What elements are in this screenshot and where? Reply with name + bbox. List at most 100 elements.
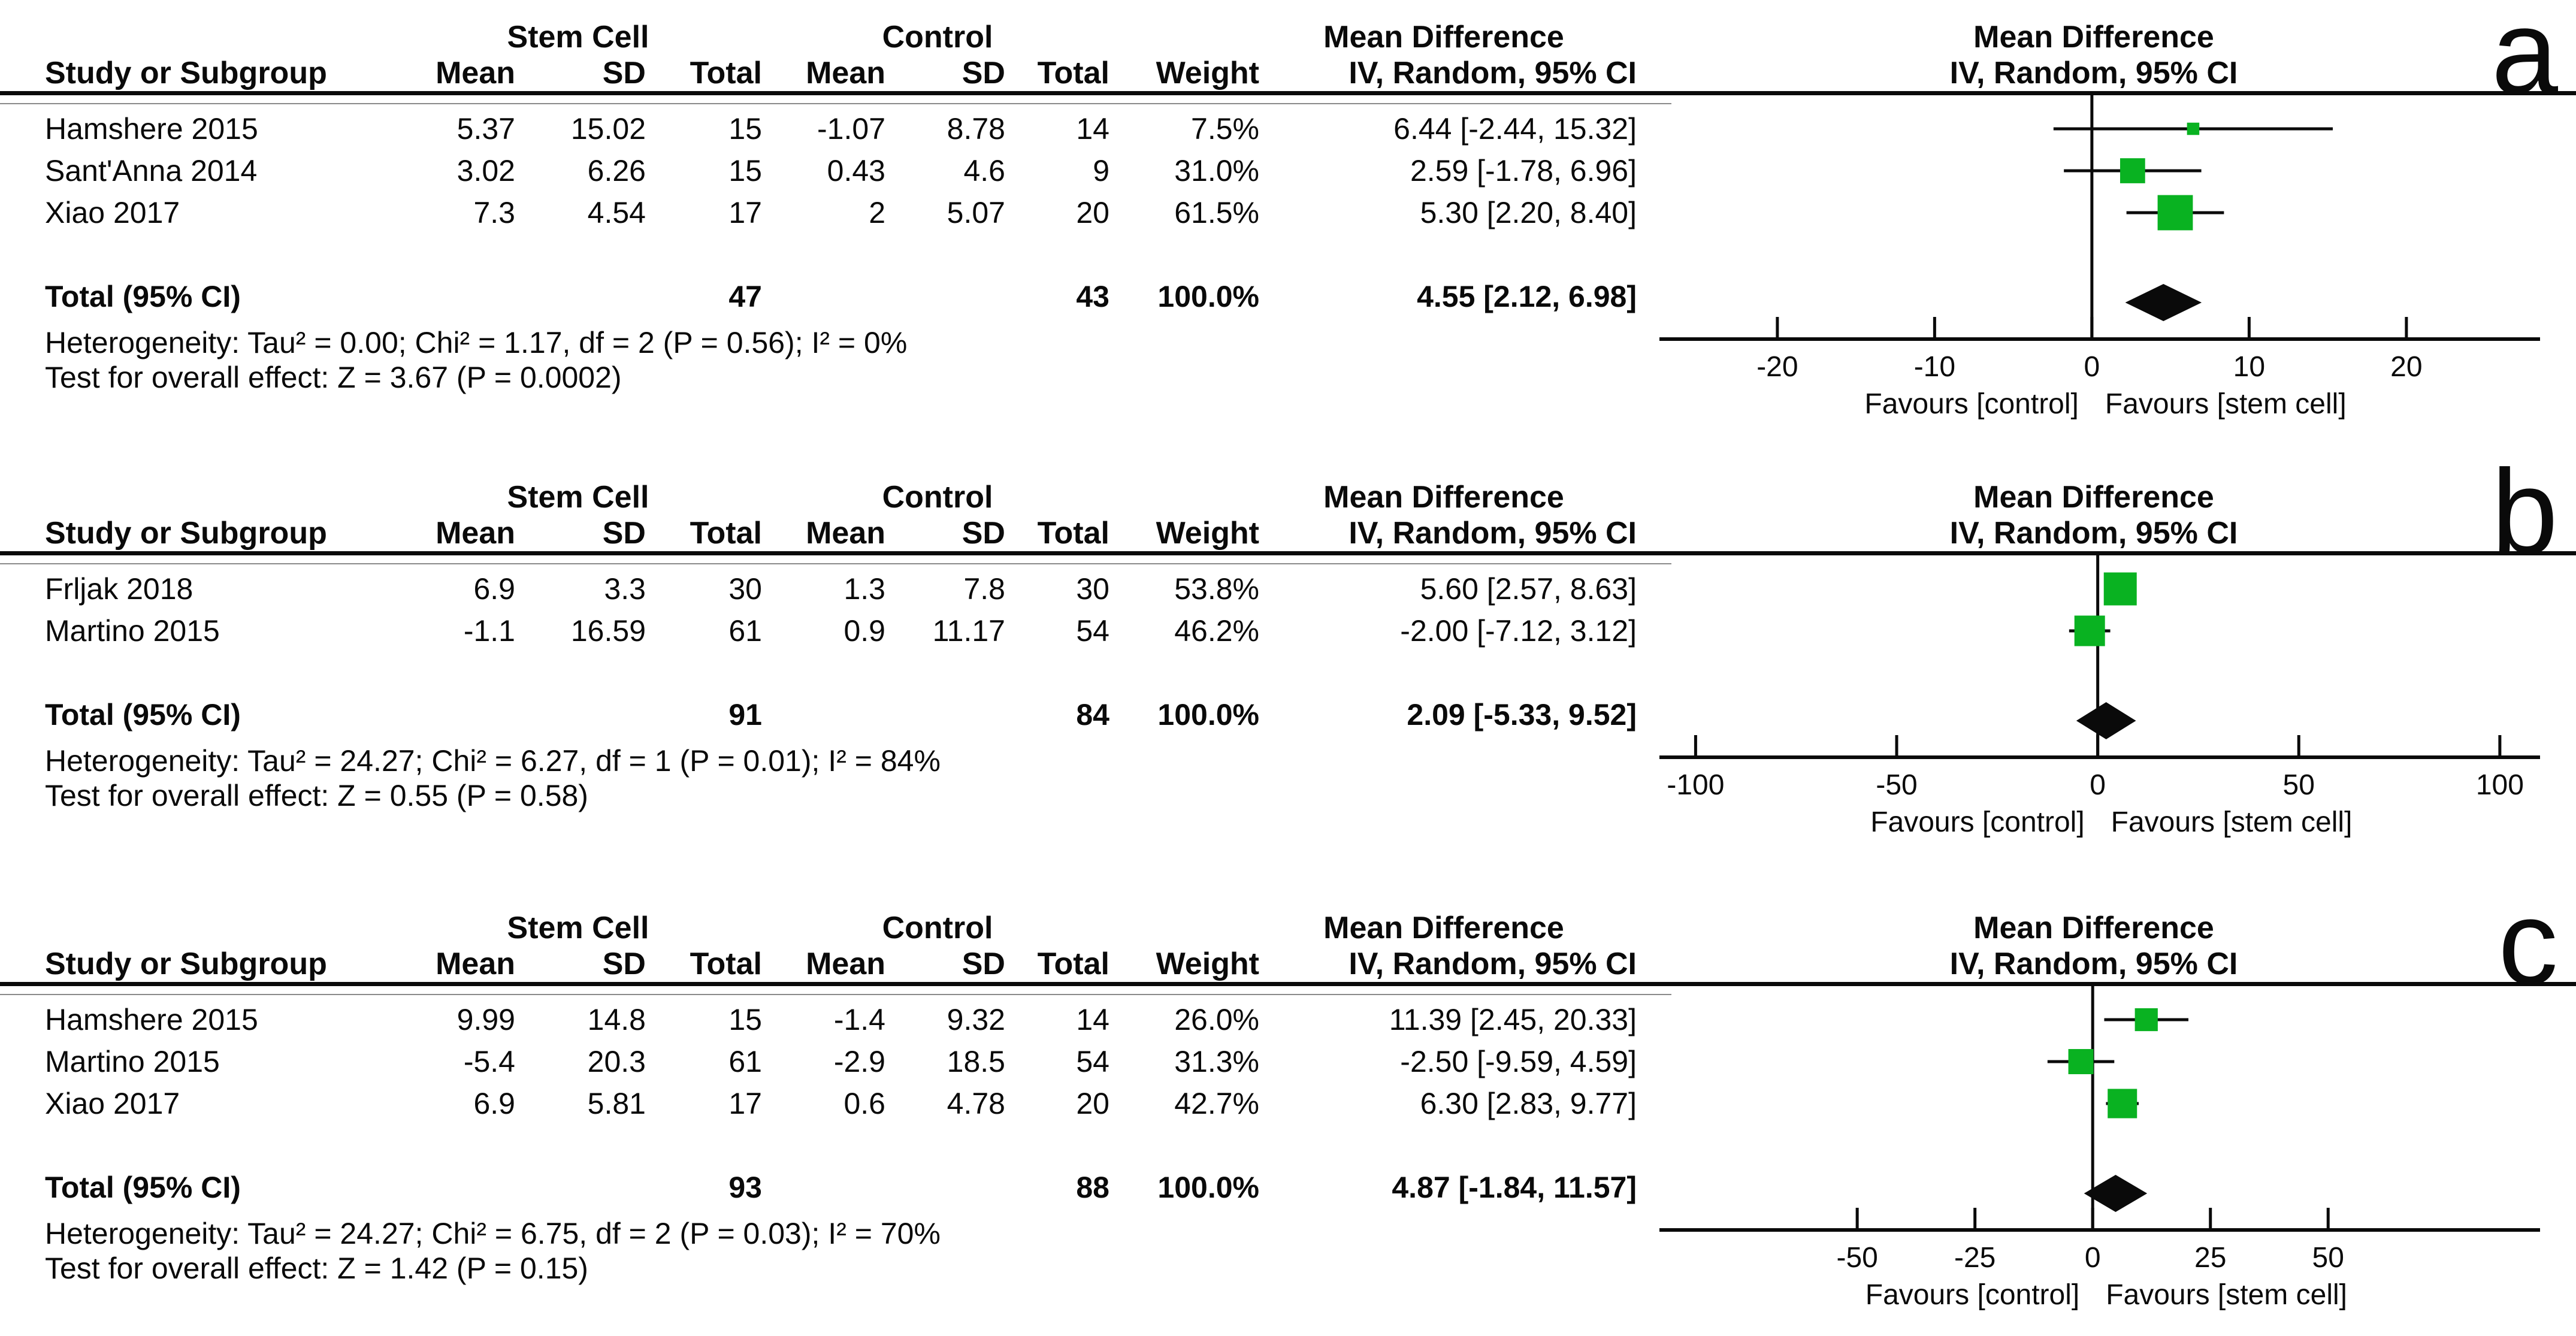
- col-header-c-sd: SD: [962, 947, 1005, 981]
- cell-sc-mean: -1.1: [463, 614, 515, 648]
- cell-c-total: 30: [1076, 572, 1109, 606]
- plot-header-method-ci: IV, Random, 95% CI: [1949, 947, 2238, 981]
- x-axis: [1659, 755, 2540, 759]
- ci-whisker: [2126, 211, 2224, 214]
- axis-tick-label: -100: [1667, 769, 1725, 801]
- axis-tick: [2090, 317, 2094, 337]
- cell-md-ci: -2.50 [-9.59, 4.59]: [1400, 1045, 1637, 1078]
- cell-weight: 31.0%: [1174, 154, 1259, 188]
- cell-sc-mean: 3.02: [456, 154, 515, 188]
- header-rule-thin: [0, 563, 1671, 564]
- axis-tick-label: 50: [2312, 1242, 2344, 1274]
- axis-tick: [1933, 317, 1936, 337]
- heterogeneity-line: Heterogeneity: Tau² = 0.00; Chi² = 1.17,…: [45, 326, 908, 359]
- cell-md-ci: 11.39 [2.45, 20.33]: [1389, 1003, 1637, 1036]
- cell-sc-sd: 3.3: [604, 572, 646, 606]
- cell-c-mean: 2: [869, 196, 885, 229]
- header-rule-thin: [0, 994, 1671, 995]
- summary-diamond: [2076, 702, 2136, 739]
- cell-sc-mean: 6.9: [473, 1087, 515, 1120]
- axis-tick: [2247, 317, 2251, 337]
- overall-effect-line: Test for overall effect: Z = 1.42 (P = 0…: [45, 1252, 588, 1285]
- zero-line: [2091, 986, 2094, 1228]
- axis-tick-label: 25: [2194, 1242, 2227, 1274]
- cell-c-mean: -2.9: [833, 1045, 885, 1078]
- axis-tick: [2405, 317, 2408, 337]
- col-header-sc-mean: Mean: [436, 516, 515, 551]
- favours-control-label: Favours [control]: [1864, 388, 2079, 420]
- axis-tick: [2498, 735, 2502, 755]
- total-weight: 100.0%: [1157, 280, 1259, 313]
- study-name: Frljak 2018: [45, 572, 193, 606]
- col-header-sc-total: Total: [690, 56, 762, 90]
- cell-c-total: 14: [1076, 112, 1109, 146]
- cell-weight: 61.5%: [1174, 196, 1259, 229]
- panel-label: c: [2498, 876, 2558, 1009]
- col-header-c-total: Total: [1037, 516, 1109, 551]
- study-name: Xiao 2017: [45, 1087, 180, 1120]
- study-name: Martino 2015: [45, 1045, 220, 1078]
- favours-control-label: Favours [control]: [1865, 1279, 2080, 1311]
- cell-c-sd: 7.8: [963, 572, 1005, 606]
- cell-weight: 42.7%: [1174, 1087, 1259, 1120]
- cell-c-sd: 4.78: [947, 1087, 1005, 1120]
- cell-c-total: 20: [1076, 196, 1109, 229]
- col-header-method-ci: IV, Random, 95% CI: [1349, 56, 1637, 90]
- col-header-study: Study or Subgroup: [45, 56, 327, 90]
- panel-label: b: [2491, 445, 2558, 579]
- cell-sc-total: 17: [728, 1087, 762, 1120]
- col-header-c-total: Total: [1037, 56, 1109, 90]
- cell-sc-sd: 14.8: [587, 1003, 646, 1036]
- panel-c: Stem Cell Control Mean Difference Mean Diff…: [0, 883, 2576, 1336]
- cell-sc-mean: 6.9: [473, 572, 515, 606]
- zero-line: [2090, 95, 2094, 337]
- group-header-stem-cell: Stem Cell: [507, 911, 649, 945]
- cell-sc-mean: -5.4: [463, 1045, 515, 1078]
- axis-tick: [1895, 735, 1898, 755]
- cell-c-total: 54: [1076, 1045, 1109, 1078]
- axis-tick: [2096, 735, 2100, 755]
- cell-c-total: 14: [1076, 1003, 1109, 1036]
- cell-sc-mean: 7.3: [473, 196, 515, 229]
- cell-c-sd: 4.6: [963, 154, 1005, 188]
- cell-c-total: 54: [1076, 614, 1109, 648]
- cell-c-mean: -1.4: [833, 1003, 885, 1036]
- cell-md-ci: 5.30 [2.20, 8.40]: [1420, 196, 1637, 229]
- panel-b: Stem Cell Control Mean Difference Mean Diff…: [0, 445, 2576, 890]
- cell-sc-sd: 5.81: [587, 1087, 646, 1120]
- total-weight: 100.0%: [1157, 698, 1259, 732]
- total-c-total: 43: [1076, 280, 1109, 313]
- plot-header-mean-difference: Mean Difference: [1973, 20, 2214, 55]
- cell-c-total: 20: [1076, 1087, 1109, 1120]
- heterogeneity-line: Heterogeneity: Tau² = 24.27; Chi² = 6.75…: [45, 1217, 941, 1250]
- col-header-sc-mean: Mean: [436, 947, 515, 981]
- total-md-ci: 4.87 [-1.84, 11.57]: [1392, 1171, 1637, 1204]
- plot-header-method-ci: IV, Random, 95% CI: [1949, 56, 2238, 90]
- total-sc-total: 91: [728, 698, 762, 732]
- ci-whisker: [2047, 1060, 2115, 1063]
- col-header-method-ci: IV, Random, 95% CI: [1349, 947, 1637, 981]
- study-name: Hamshere 2015: [45, 1003, 258, 1036]
- cell-c-sd: 11.17: [932, 614, 1005, 648]
- favours-stem-cell-label: Favours [stem cell]: [2111, 806, 2353, 838]
- header-rule-thin: [0, 103, 1671, 104]
- axis-tick: [1855, 1208, 1859, 1228]
- study-name: Hamshere 2015: [45, 112, 258, 146]
- axis-tick-label: -50: [1876, 769, 1918, 801]
- group-header-mean-difference: Mean Difference: [1323, 20, 1564, 55]
- effect-square: [2120, 158, 2145, 183]
- cell-sc-sd: 20.3: [587, 1045, 646, 1078]
- header-rule: [0, 982, 2576, 986]
- cell-sc-sd: 15.02: [570, 112, 646, 146]
- panel-a: Stem Cell Control Mean Difference Mean Diff…: [0, 0, 2576, 445]
- axis-tick-label: 20: [2390, 351, 2423, 383]
- cell-c-mean: 1.3: [843, 572, 885, 606]
- cell-c-sd: 9.32: [947, 1003, 1005, 1036]
- group-header-mean-difference: Mean Difference: [1323, 480, 1564, 515]
- effect-square: [2074, 615, 2105, 646]
- total-c-total: 84: [1076, 698, 1109, 732]
- cell-sc-total: 15: [728, 112, 762, 146]
- axis-tick-label: 50: [2282, 769, 2315, 801]
- cell-c-mean: -1.07: [817, 112, 885, 146]
- col-header-weight: Weight: [1156, 516, 1259, 551]
